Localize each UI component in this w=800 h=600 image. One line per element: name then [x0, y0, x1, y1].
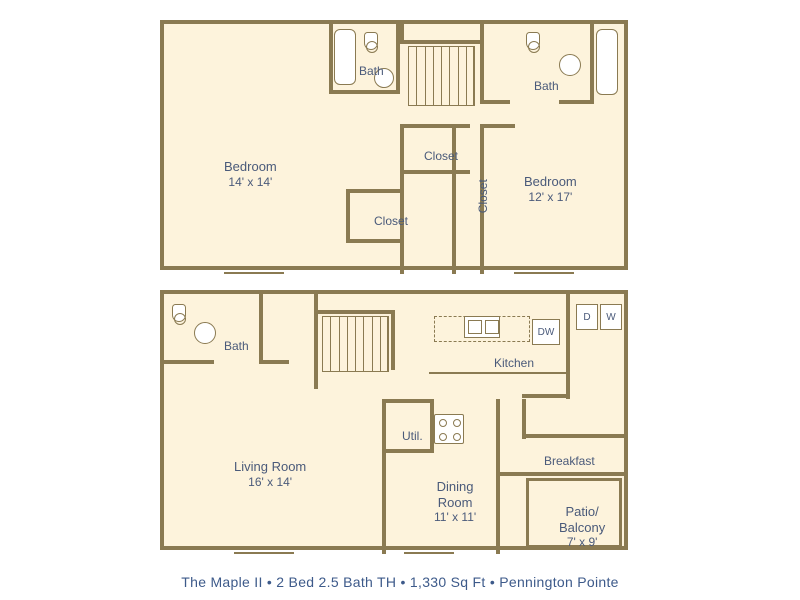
window: [224, 268, 284, 274]
wall-segment: [522, 399, 526, 439]
sink-fixture: [559, 54, 581, 76]
wall-segment: [400, 170, 470, 174]
window: [234, 548, 294, 554]
room-name: Bath: [534, 79, 559, 93]
stair-outline: [408, 46, 474, 106]
room-name: Bath: [224, 339, 249, 353]
wall-segment: [480, 24, 484, 104]
wall-segment: [400, 124, 404, 274]
wall-segment: [164, 360, 214, 364]
wall-segment: [314, 310, 394, 314]
room-name: Living Room: [234, 459, 306, 475]
room-dims: 12' x 17': [524, 190, 577, 204]
wall-segment: [382, 399, 386, 554]
wall-segment: [391, 310, 395, 370]
wall-segment: [346, 239, 404, 243]
label-bath-1: Bath: [359, 64, 384, 78]
label-bedroom-1: Bedroom14' x 14': [224, 159, 277, 189]
wall-segment: [346, 189, 350, 243]
wall-segment: [522, 434, 624, 438]
plan-name: The Maple II: [181, 574, 262, 590]
label-dining: Dining Room11' x 11': [434, 479, 476, 525]
wall-segment: [400, 40, 480, 44]
appliance-dw: DW: [532, 319, 560, 345]
wall-segment: [314, 294, 318, 389]
wall-segment: [329, 90, 399, 94]
wall-segment: [566, 294, 570, 399]
label-bath-2: Bath: [534, 79, 559, 93]
room-dims: 11' x 11': [434, 510, 476, 524]
label-closet-1: Closet: [424, 149, 458, 163]
room-name: Breakfast: [544, 454, 595, 468]
wall-segment: [329, 24, 333, 94]
appliance-d: D: [576, 304, 598, 330]
wall-segment: [522, 394, 570, 398]
room-name: Closet: [374, 214, 408, 228]
label-closet-2: Closet: [374, 214, 408, 228]
room-name: Closet: [476, 179, 490, 213]
upper-floor: Bedroom14' x 14'BathClosetClosetClosetBa…: [160, 20, 628, 270]
toilet-fixture: [526, 32, 540, 50]
wall-segment: [259, 294, 263, 364]
plan-sqft: 1,330 Sq Ft: [410, 574, 486, 590]
wall-segment: [590, 24, 594, 104]
room-name: Patio/ Balcony: [559, 504, 605, 535]
appliance-w: W: [600, 304, 622, 330]
label-kitchen: Kitchen: [494, 356, 534, 370]
stair-tread: [474, 46, 475, 106]
lower-floor: DW DW Bath Living Room16' x 14' Util. Kitchen…: [160, 290, 628, 550]
stair-tread: [388, 316, 389, 372]
room-name: Kitchen: [494, 356, 534, 370]
label-patio: Patio/ Balcony7' x 9': [559, 504, 605, 550]
plan-config: 2 Bed 2.5 Bath TH: [276, 574, 396, 590]
label-breakfast: Breakfast: [544, 454, 595, 468]
stair-outline: [322, 316, 388, 372]
wall-segment: [346, 189, 404, 193]
room-name: Bath: [359, 64, 384, 78]
wall-segment: [382, 399, 434, 403]
label-living: Living Room16' x 14': [234, 459, 306, 489]
room-dims: 16' x 14': [234, 475, 306, 489]
wall-segment: [559, 100, 594, 104]
room-dims: 7' x 9': [559, 535, 605, 549]
toilet-fixture: [172, 304, 186, 322]
sink-fixture: [194, 322, 216, 344]
window: [514, 268, 574, 274]
label-util: Util.: [402, 429, 423, 443]
wall-segment: [480, 100, 510, 104]
wall-segment: [259, 360, 289, 364]
room-name: Bedroom: [224, 159, 277, 175]
tub-fixture: [596, 29, 618, 95]
wall-segment: [452, 124, 456, 274]
label-bedroom-2: Bedroom12' x 17': [524, 174, 577, 204]
tub-fixture: [334, 29, 356, 85]
room-name: Bedroom: [524, 174, 577, 190]
room-name: Dining Room: [434, 479, 476, 510]
toilet-fixture: [364, 32, 378, 50]
room-name: Closet: [424, 149, 458, 163]
wall-segment: [496, 399, 500, 554]
label-bath-3: Bath: [224, 339, 249, 353]
stove-fixture: [434, 414, 464, 444]
counter: [434, 316, 530, 342]
wall-segment: [429, 372, 569, 374]
window: [404, 548, 454, 554]
room-name: Util.: [402, 429, 423, 443]
label-closet-3: Closet: [476, 179, 490, 213]
room-dims: 14' x 14': [224, 175, 277, 189]
wall-segment: [522, 472, 624, 476]
wall-segment: [480, 124, 515, 128]
wall-segment: [382, 449, 434, 453]
plan-caption: The Maple II • 2 Bed 2.5 Bath TH • 1,330…: [0, 574, 800, 590]
wall-segment: [400, 124, 470, 128]
plan-community: Pennington Pointe: [499, 574, 619, 590]
